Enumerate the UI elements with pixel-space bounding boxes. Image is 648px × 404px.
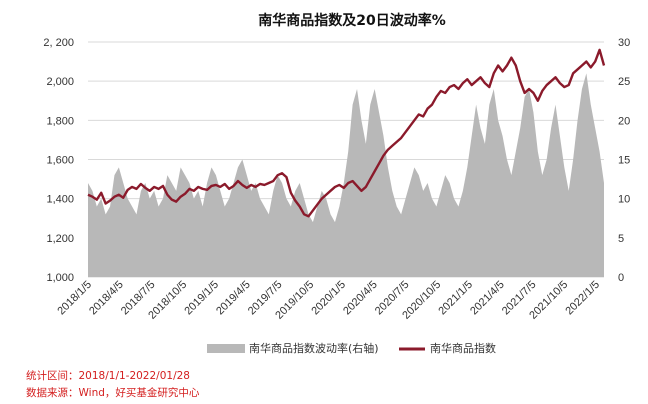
x-tick-label: 2020/1/5 [309, 279, 348, 318]
x-tick-label: 2020/4/5 [341, 279, 380, 318]
volatility-area-layer [88, 73, 604, 277]
right-tick-label: 5 [618, 233, 624, 245]
right-axis-ticks: 0 5 10 15 20 25 30 [618, 37, 630, 284]
right-tick-label: 10 [618, 194, 630, 206]
x-axis-ticks: 2018/1/52018/4/52018/7/52018/10/52019/1/… [55, 279, 602, 322]
x-tick-label: 2021/1/5 [436, 279, 475, 318]
left-tick-label: 1,200 [46, 233, 74, 245]
period-note: 统计区间：2018/1/1-2022/01/28 [26, 369, 190, 382]
left-tick-label: 1,600 [46, 155, 74, 167]
left-tick-label: 2, 200 [43, 37, 74, 49]
x-tick-label: 2019/1/5 [182, 279, 221, 318]
legend-label-volatility: 南华商品指数波动率(右轴) [249, 341, 379, 355]
x-tick-label: 2019/4/5 [214, 279, 253, 318]
x-tick-label: 2021/4/5 [468, 279, 507, 318]
x-tick-label: 2022/1/5 [563, 279, 602, 318]
legend-label-index: 南华商品指数 [430, 341, 496, 355]
legend-swatch-volatility [207, 344, 245, 353]
index-line-layer [87, 48, 606, 218]
left-tick-label: 1,400 [46, 194, 74, 206]
chart-title: 南华商品指数及20日波动率% [258, 12, 446, 29]
right-tick-label: 30 [618, 37, 630, 49]
index-line [87, 48, 606, 218]
right-tick-label: 15 [618, 155, 630, 167]
left-tick-label: 1,000 [46, 272, 74, 284]
volatility-area [88, 73, 604, 277]
right-tick-label: 20 [618, 115, 630, 127]
left-axis-ticks: 1,000 1,200 1,400 1,600 1,800 2,000 2, 200 [43, 37, 74, 284]
legend: 南华商品指数波动率(右轴) 南华商品指数 [207, 341, 496, 355]
x-tick-label: 2018/4/5 [87, 279, 126, 318]
right-tick-label: 25 [618, 76, 630, 88]
source-note: 数据来源：Wind，好买基金研究中心 [26, 386, 200, 399]
left-tick-label: 2,000 [46, 76, 74, 88]
right-tick-label: 0 [618, 272, 624, 284]
x-tick-label: 2018/1/5 [55, 279, 94, 318]
left-tick-label: 1,800 [46, 115, 74, 127]
